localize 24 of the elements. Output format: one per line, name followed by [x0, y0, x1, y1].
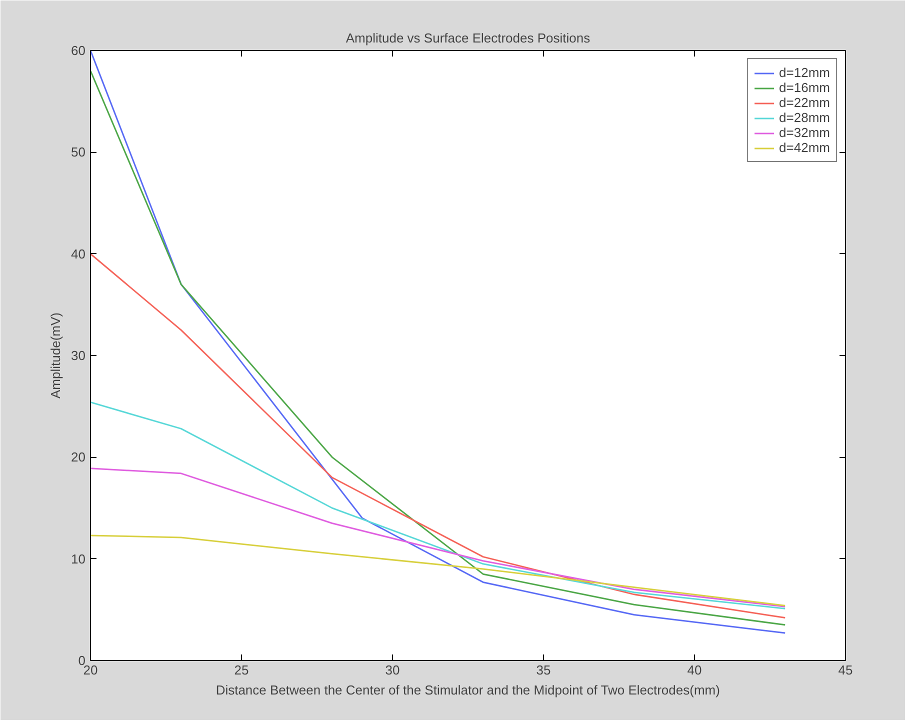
legend-label: d=42mm	[779, 140, 830, 155]
x-tick-label: 40	[687, 662, 702, 678]
x-tick-label: 25	[234, 662, 249, 678]
legend-label: d=28mm	[779, 110, 830, 125]
chart-title: Amplitude vs Surface Electrodes Positions	[346, 30, 591, 46]
line-series	[90, 468, 786, 608]
y-tick-label: 20	[71, 450, 86, 465]
legend-label: d=22mm	[779, 95, 830, 110]
x-tick-label: 45	[838, 662, 853, 678]
y-axis-title: Amplitude(mV)	[48, 312, 64, 398]
y-tick-label: 30	[71, 348, 86, 363]
legend-label: d=16mm	[779, 80, 830, 95]
line-series	[90, 402, 786, 610]
legend-label: d=32mm	[779, 125, 830, 140]
y-tick-label: 50	[71, 144, 86, 160]
legend-label: d=12mm	[779, 65, 830, 80]
y-tick-label: 60	[71, 43, 86, 58]
x-tick-label: 30	[385, 662, 400, 678]
line-series	[90, 534, 786, 606]
y-tick-label: 10	[71, 551, 86, 566]
line-series	[90, 253, 786, 619]
x-tick-label: 35	[536, 662, 551, 678]
y-tick-label: 40	[71, 246, 86, 262]
x-axis-title: Distance Between the Center of the Stimulator and the Midpoint of Two Electrodes(mm)	[216, 682, 720, 698]
